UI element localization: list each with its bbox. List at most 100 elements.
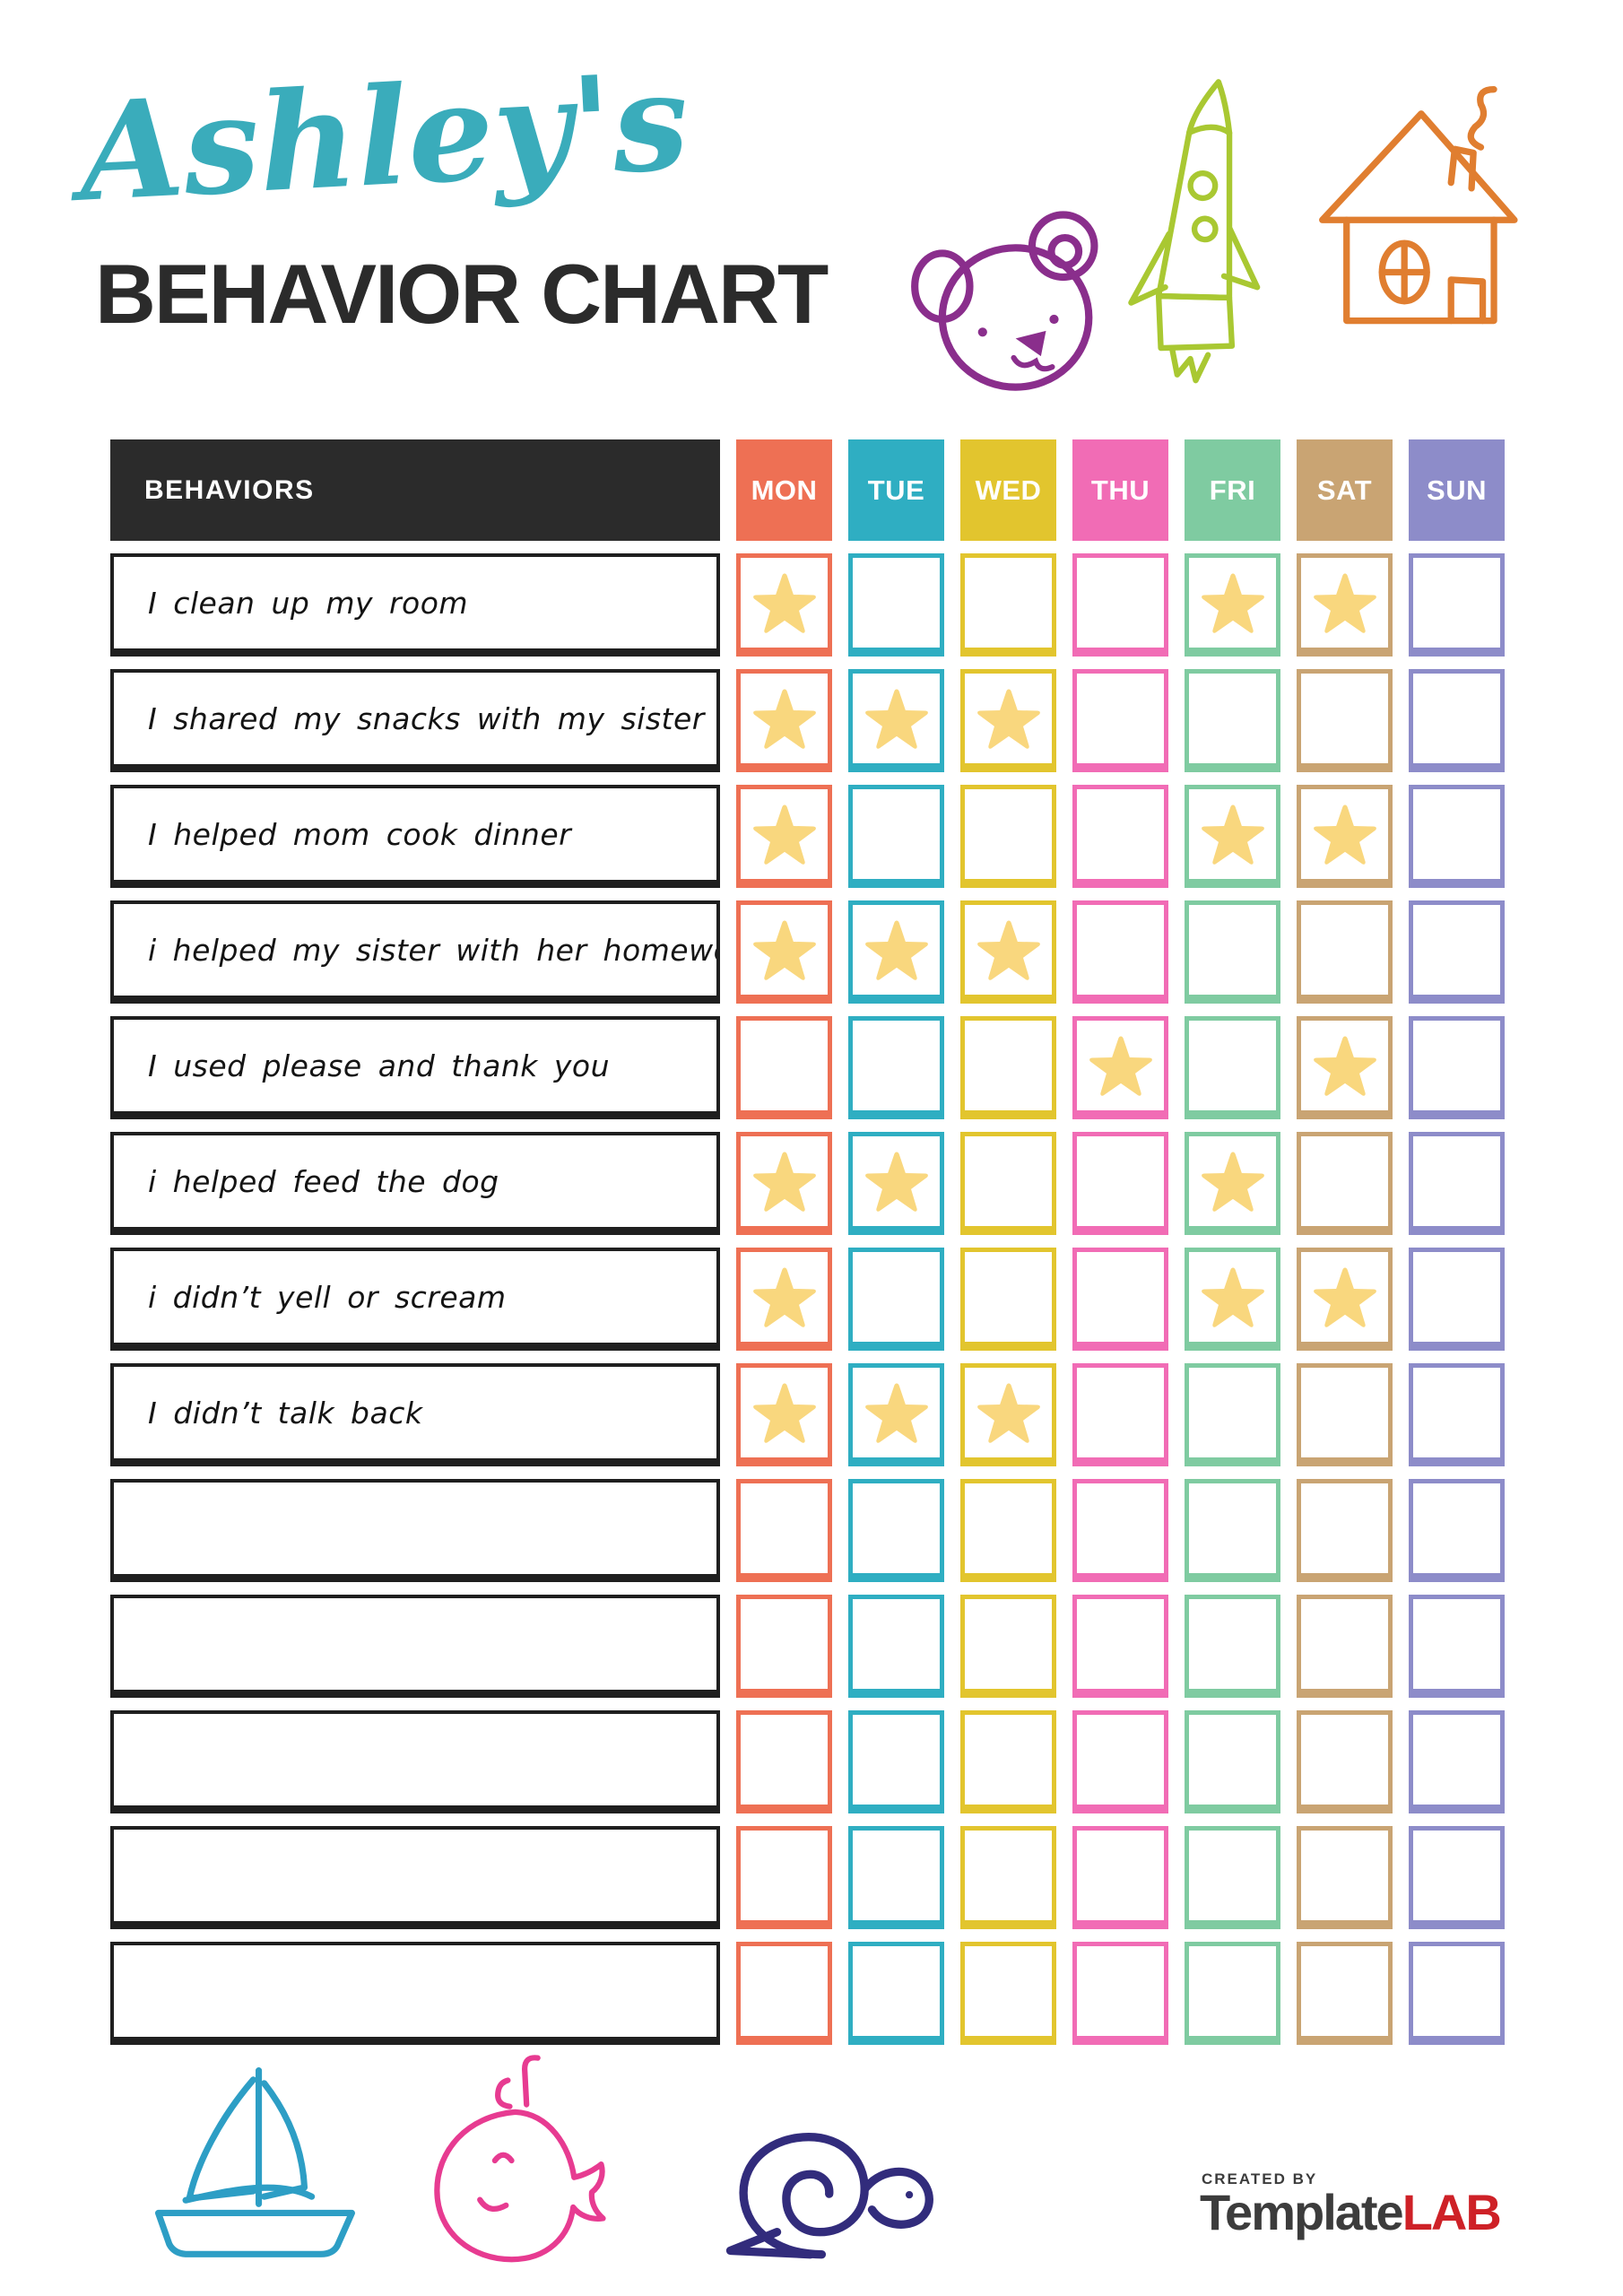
star-cell-fri[interactable] — [1185, 1363, 1280, 1466]
star-cell-mon[interactable] — [736, 1016, 832, 1119]
star-cell-thu[interactable] — [1072, 1363, 1168, 1466]
star-cell-sun[interactable] — [1409, 1710, 1505, 1813]
star-cell-tue[interactable] — [848, 553, 944, 657]
star-cell-mon[interactable] — [736, 900, 832, 1004]
star-cell-mon[interactable] — [736, 553, 832, 657]
star-cell-wed[interactable] — [960, 669, 1056, 772]
star-cell-wed[interactable] — [960, 1942, 1056, 2045]
star-cell-sun[interactable] — [1409, 1248, 1505, 1351]
star-cell-sat[interactable] — [1297, 1479, 1393, 1582]
star-cell-tue[interactable] — [848, 1363, 944, 1466]
star-cell-tue[interactable] — [848, 1710, 944, 1813]
star-cell-mon[interactable] — [736, 1942, 832, 2045]
behavior-cell[interactable]: I didn’t talk back — [110, 1363, 720, 1466]
star-cell-mon[interactable] — [736, 1710, 832, 1813]
star-cell-sun[interactable] — [1409, 1479, 1505, 1582]
star-cell-mon[interactable] — [736, 1363, 832, 1466]
star-cell-tue[interactable] — [848, 1942, 944, 2045]
star-cell-fri[interactable] — [1185, 1479, 1280, 1582]
star-cell-sun[interactable] — [1409, 1826, 1505, 1929]
star-cell-sat[interactable] — [1297, 1595, 1393, 1698]
star-cell-sun[interactable] — [1409, 1595, 1505, 1698]
star-cell-sun[interactable] — [1409, 1363, 1505, 1466]
behavior-cell[interactable]: i didn’t yell or scream — [110, 1248, 720, 1351]
behavior-cell[interactable] — [110, 1479, 720, 1582]
star-cell-thu[interactable] — [1072, 785, 1168, 888]
behavior-cell[interactable]: I used please and thank you — [110, 1016, 720, 1119]
star-cell-thu[interactable] — [1072, 1132, 1168, 1235]
star-cell-mon[interactable] — [736, 1595, 832, 1698]
star-cell-sat[interactable] — [1297, 1132, 1393, 1235]
star-cell-mon[interactable] — [736, 1132, 832, 1235]
star-cell-mon[interactable] — [736, 669, 832, 772]
star-cell-thu[interactable] — [1072, 1479, 1168, 1582]
star-cell-mon[interactable] — [736, 1826, 832, 1929]
star-cell-wed[interactable] — [960, 1016, 1056, 1119]
star-cell-fri[interactable] — [1185, 553, 1280, 657]
star-cell-tue[interactable] — [848, 1248, 944, 1351]
star-cell-mon[interactable] — [736, 785, 832, 888]
star-cell-wed[interactable] — [960, 1132, 1056, 1235]
star-cell-fri[interactable] — [1185, 1132, 1280, 1235]
star-cell-sat[interactable] — [1297, 1363, 1393, 1466]
star-cell-tue[interactable] — [848, 1132, 944, 1235]
star-cell-tue[interactable] — [848, 1479, 944, 1582]
star-cell-wed[interactable] — [960, 1248, 1056, 1351]
behavior-cell[interactable]: I helped mom cook dinner — [110, 785, 720, 888]
star-cell-fri[interactable] — [1185, 1942, 1280, 2045]
star-cell-wed[interactable] — [960, 1826, 1056, 1929]
behavior-cell[interactable] — [110, 1710, 720, 1813]
star-cell-mon[interactable] — [736, 1248, 832, 1351]
behavior-cell[interactable]: i helped feed the dog — [110, 1132, 720, 1235]
star-cell-sat[interactable] — [1297, 1826, 1393, 1929]
star-cell-thu[interactable] — [1072, 1016, 1168, 1119]
star-cell-wed[interactable] — [960, 1363, 1056, 1466]
star-cell-fri[interactable] — [1185, 1016, 1280, 1119]
star-cell-sat[interactable] — [1297, 669, 1393, 772]
star-cell-tue[interactable] — [848, 785, 944, 888]
star-cell-sun[interactable] — [1409, 1016, 1505, 1119]
star-cell-fri[interactable] — [1185, 1248, 1280, 1351]
behavior-cell[interactable] — [110, 1826, 720, 1929]
star-cell-sat[interactable] — [1297, 1710, 1393, 1813]
star-cell-wed[interactable] — [960, 900, 1056, 1004]
star-cell-sun[interactable] — [1409, 785, 1505, 888]
star-cell-thu[interactable] — [1072, 1710, 1168, 1813]
star-cell-thu[interactable] — [1072, 900, 1168, 1004]
star-cell-thu[interactable] — [1072, 553, 1168, 657]
star-cell-fri[interactable] — [1185, 785, 1280, 888]
star-cell-thu[interactable] — [1072, 1595, 1168, 1698]
star-cell-sun[interactable] — [1409, 1132, 1505, 1235]
star-cell-sat[interactable] — [1297, 1942, 1393, 2045]
star-cell-sat[interactable] — [1297, 553, 1393, 657]
star-cell-wed[interactable] — [960, 1710, 1056, 1813]
star-cell-thu[interactable] — [1072, 1248, 1168, 1351]
star-cell-fri[interactable] — [1185, 1595, 1280, 1698]
star-cell-fri[interactable] — [1185, 669, 1280, 772]
star-cell-mon[interactable] — [736, 1479, 832, 1582]
behavior-cell[interactable] — [110, 1942, 720, 2045]
star-cell-wed[interactable] — [960, 553, 1056, 657]
star-cell-thu[interactable] — [1072, 669, 1168, 772]
behavior-cell[interactable]: I shared my snacks with my sister — [110, 669, 720, 772]
star-cell-tue[interactable] — [848, 900, 944, 1004]
star-cell-sun[interactable] — [1409, 900, 1505, 1004]
star-cell-sun[interactable] — [1409, 669, 1505, 772]
star-cell-sat[interactable] — [1297, 785, 1393, 888]
star-cell-sat[interactable] — [1297, 1016, 1393, 1119]
star-cell-sat[interactable] — [1297, 900, 1393, 1004]
star-cell-thu[interactable] — [1072, 1826, 1168, 1929]
star-cell-thu[interactable] — [1072, 1942, 1168, 2045]
star-cell-tue[interactable] — [848, 669, 944, 772]
star-cell-fri[interactable] — [1185, 900, 1280, 1004]
behavior-cell[interactable]: i helped my sister with her homework — [110, 900, 720, 1004]
star-cell-sat[interactable] — [1297, 1248, 1393, 1351]
behavior-cell[interactable] — [110, 1595, 720, 1698]
star-cell-tue[interactable] — [848, 1595, 944, 1698]
star-cell-fri[interactable] — [1185, 1710, 1280, 1813]
star-cell-tue[interactable] — [848, 1826, 944, 1929]
star-cell-tue[interactable] — [848, 1016, 944, 1119]
star-cell-wed[interactable] — [960, 1595, 1056, 1698]
star-cell-sun[interactable] — [1409, 1942, 1505, 2045]
star-cell-fri[interactable] — [1185, 1826, 1280, 1929]
